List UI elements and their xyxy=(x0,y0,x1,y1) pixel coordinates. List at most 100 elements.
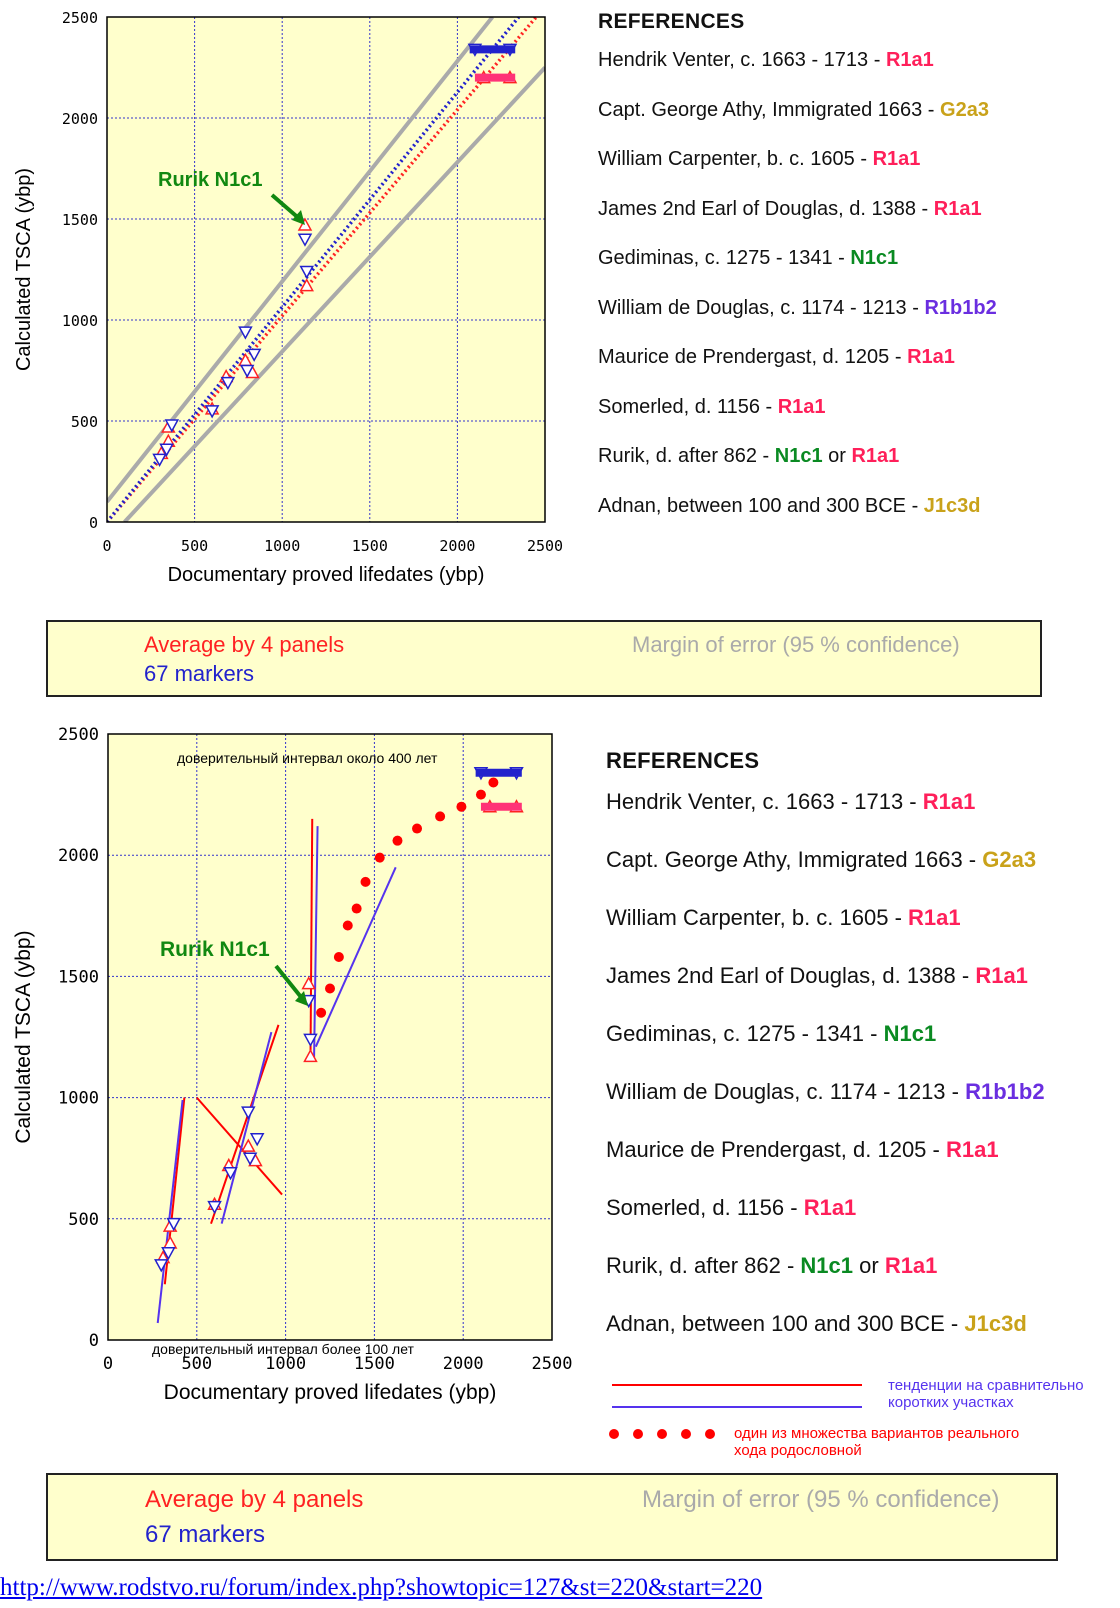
short-trend-line xyxy=(196,1096,283,1196)
reference-item: Capt. George Athy, Immigrated 1663 - G2a… xyxy=(598,99,989,122)
haplogroup-label: N1c1 xyxy=(850,247,899,269)
reference-text: Rurik, d. after 862 - xyxy=(598,445,775,467)
margin-of-error-line xyxy=(123,66,545,522)
x-tick-label: 0 xyxy=(103,1354,113,1374)
haplogroup-label: R1b1b2 xyxy=(924,296,997,319)
dots-note: один из множества вариантов реального хо… xyxy=(734,1425,1019,1459)
reference-text: Rurik, d. after 862 - xyxy=(606,1253,801,1278)
reference-text: James 2nd Earl of Douglas, d. 1388 - xyxy=(606,963,976,988)
rurik-label: Rurik N1c1 xyxy=(160,938,270,961)
rurik-arrow-head xyxy=(295,991,308,1006)
dots-note-dot xyxy=(633,1429,643,1439)
x-tick-label: 1500 xyxy=(354,1354,395,1374)
reference-item: William Carpenter, b. c. 1605 - R1a1 xyxy=(606,905,961,931)
dots-note-dot xyxy=(681,1429,691,1439)
y-axis-label: Calculated TSCA (ybp) xyxy=(12,930,35,1143)
x-tick-label: 2000 xyxy=(439,537,475,555)
haplogroup-label: N1c1 xyxy=(800,1253,854,1278)
confidence-note-top: доверительный интервал около 400 лет xyxy=(177,750,438,766)
reference-text: Capt. George Athy, Immigrated 1663 - xyxy=(598,98,941,121)
reference-item: Somerled, d. 1156 - R1a1 xyxy=(606,1195,856,1221)
y-tick-label: 0 xyxy=(89,1331,99,1351)
data-point-down xyxy=(204,405,220,419)
reference-text: Adnan, between 100 and 300 BCE - xyxy=(598,494,924,517)
chart-bottom: 0 500 1000 1500 2000 2500 0 500 1000 1500 2000 2500… xyxy=(12,725,572,1404)
haplogroup-label: R1a1 xyxy=(922,789,976,814)
reference-text: Somerled, d. 1156 - xyxy=(606,1195,804,1220)
reference-text: Adnan, between 100 and 300 BCE - xyxy=(606,1311,965,1336)
reference-text: William Carpenter, b. c. 1605 - xyxy=(598,148,873,170)
data-point-down xyxy=(220,376,236,391)
haplogroup-label: N1c1 xyxy=(883,1021,937,1046)
haplogroup-label: R1b1b2 xyxy=(965,1079,1045,1104)
reference-text: William Carpenter, b. c. 1605 - xyxy=(606,905,909,930)
haplogroup-label: J1c3d xyxy=(923,494,981,517)
legend-top: Average by 4 panels 67 markers Margin of… xyxy=(46,620,1042,697)
pedigree-dot xyxy=(412,823,423,834)
trend-note-line-2: коротких участках xyxy=(888,1394,1014,1411)
y-tick-label: 1500 xyxy=(62,211,98,229)
y-tick-label: 0 xyxy=(89,514,98,532)
short-trend-line xyxy=(156,1099,184,1324)
y-tick-label: 500 xyxy=(71,413,98,431)
data-point-down xyxy=(166,1217,181,1232)
references-panel-top: REFERENCES Hendrik Venter, c. 1663 - 171… xyxy=(598,10,1098,540)
reference-text: William de Douglas, c. 1174 - 1213 - xyxy=(598,296,925,319)
x-tick-label: 500 xyxy=(181,537,208,555)
dots-note-dot xyxy=(705,1429,715,1439)
legend-blue-label: 67 markers xyxy=(145,1521,266,1548)
dots-note-line-1: один из множества вариантов реального xyxy=(734,1425,1020,1442)
reference-text: William de Douglas, c. 1174 - 1213 - xyxy=(606,1079,966,1104)
x-tick-label: 1500 xyxy=(352,537,388,555)
haplogroup-label: R1a1 xyxy=(975,963,1028,988)
legend-margin-label: Margin of error (95 % confidence) xyxy=(642,1486,1000,1513)
pedigree-dot xyxy=(342,920,353,931)
haplogroup-label: R1a1 xyxy=(872,148,921,170)
x-tick-label: 1000 xyxy=(264,537,300,555)
x-tick-label: 2500 xyxy=(527,537,563,555)
reference-item: Rurik, d. after 862 - N1c1 or R1a1 xyxy=(598,445,899,468)
pedigree-dot xyxy=(316,1007,327,1018)
x-axis-label: Documentary proved lifedates (ybp) xyxy=(168,564,485,586)
haplogroup-label: G2a3 xyxy=(940,98,989,121)
reference-text: Hendrik Venter, c. 1663 - 1713 - xyxy=(598,49,886,71)
reference-item: Maurice de Prendergast, d. 1205 - R1a1 xyxy=(606,1137,999,1163)
pedigree-dot xyxy=(360,876,371,887)
data-point-down xyxy=(159,443,174,457)
y-tick-label: 2500 xyxy=(62,9,98,27)
plot-area xyxy=(108,734,552,1340)
pedigree-dot xyxy=(333,952,344,963)
haplogroup-label: R1a1 xyxy=(907,346,955,368)
source-link[interactable]: http://www.rodstvo.ru/forum/index.php?sh… xyxy=(0,1574,763,1601)
data-point-down xyxy=(239,364,255,379)
data-point-down xyxy=(249,1133,265,1147)
reference-text: Capt. George Athy, Immigrated 1663 - xyxy=(606,847,983,872)
short-trend-line xyxy=(220,1031,273,1224)
confidence-note-bottom: доверительный интервал более 100 лет xyxy=(152,1341,415,1357)
reference-text: Maurice de Prendergast, d. 1205 - xyxy=(598,346,908,368)
data-point-down xyxy=(242,1152,258,1166)
data-point-down xyxy=(297,233,313,247)
reference-text: Hendrik Venter, c. 1663 - 1713 - xyxy=(606,789,923,814)
reference-connector: or xyxy=(853,1253,885,1278)
plot-frame xyxy=(106,16,546,523)
rurik-arrow-head xyxy=(292,210,305,225)
pedigree-dot xyxy=(475,789,486,800)
haplogroup-label: G2a3 xyxy=(982,847,1037,872)
haplogroup-label: R1a1 xyxy=(884,1253,938,1278)
y-tick-label: 1000 xyxy=(62,312,98,330)
dots-note-line-2: хода родословной xyxy=(734,1442,862,1459)
short-trend-line xyxy=(309,818,314,1062)
legend-red-label: Average by 4 panels xyxy=(144,632,345,657)
reference-item: Hendrik Venter, c. 1663 - 1713 - R1a1 xyxy=(598,49,934,72)
reference-text: Gediminas, c. 1275 - 1341 - xyxy=(606,1021,884,1046)
data-point-down xyxy=(154,1259,169,1273)
data-point-down xyxy=(223,1166,238,1181)
reference-item: Adnan, between 100 and 300 BCE - J1c3d xyxy=(606,1311,1027,1337)
data-point-down xyxy=(207,1200,222,1215)
pedigree-dot xyxy=(488,777,499,788)
haplogroup-label: R1a1 xyxy=(885,49,934,71)
reference-text: Somerled, d. 1156 - xyxy=(598,395,778,418)
pedigree-dot xyxy=(435,811,446,822)
reference-item: James 2nd Earl of Douglas, d. 1388 - R1a… xyxy=(606,963,1028,989)
